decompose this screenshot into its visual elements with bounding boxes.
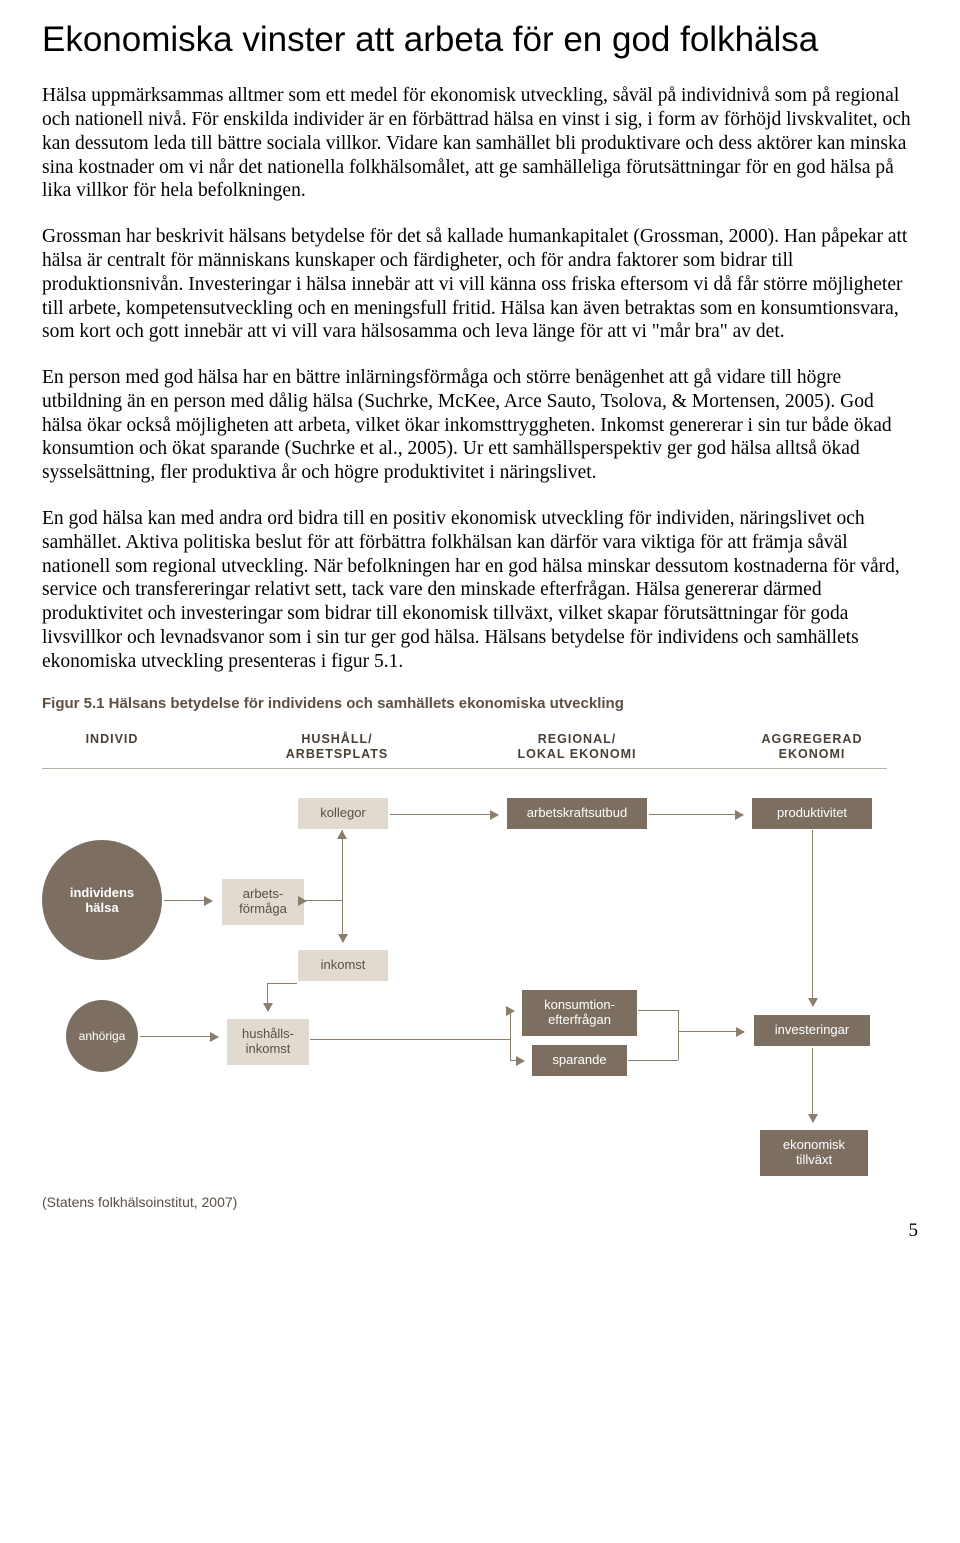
conn-inkomst-left — [267, 983, 297, 984]
arrow-akraft-prod — [649, 814, 743, 815]
node-hushallsinkomst-label: hushålls- inkomst — [242, 1026, 294, 1056]
node-hushallsinkomst: hushålls- inkomst — [227, 1019, 309, 1065]
node-investeringar-label: investeringar — [775, 1022, 849, 1037]
figure-5-1: Figur 5.1 Hälsans betydelse för individe… — [42, 695, 918, 1210]
col-header-aggregerad-1: AGGREGERAD — [762, 732, 863, 746]
node-individens-halsa-label: individens hälsa — [70, 885, 134, 916]
col-header-hushall-2: ARBETSPLATS — [286, 747, 388, 761]
conn-spar-out — [628, 1060, 678, 1061]
arrow-into-invest — [678, 1031, 744, 1032]
document-page: Ekonomiska vinster att arbeta för en god… — [0, 0, 960, 1272]
node-sparande-label: sparande — [552, 1052, 606, 1067]
figure-source: (Statens folkhälsoinstitut, 2007) — [42, 1194, 918, 1210]
arrow-invest-down — [812, 1048, 813, 1122]
node-ekonomisk-tillvaxt-label: ekonomisk tillväxt — [783, 1137, 845, 1167]
diagram: INDIVID HUSHÅLL/ ARBETSPLATS REGIONAL/ L… — [42, 732, 912, 1172]
col-header-hushall: HUSHÅLL/ ARBETSPLATS — [267, 732, 407, 762]
node-konsumtion: konsumtion- efterfrågan — [522, 990, 637, 1036]
paragraph-1: Hälsa uppmärksammas alltmer som ett mede… — [42, 84, 918, 203]
node-inkomst-label: inkomst — [321, 957, 366, 972]
node-arbetsformaga: arbets- förmåga — [222, 879, 304, 925]
arrow-prod-down — [812, 830, 813, 1006]
page-title: Ekonomiska vinster att arbeta för en god… — [42, 20, 918, 60]
node-konsumtion-label: konsumtion- efterfrågan — [544, 997, 615, 1027]
node-anhoriga: anhöriga — [66, 1000, 138, 1072]
arrowhead-kollegor — [337, 830, 347, 839]
node-produktivitet-label: produktivitet — [777, 805, 847, 820]
node-investeringar: investeringar — [754, 1015, 870, 1046]
col-header-aggregerad: AGGREGERAD EKONOMI — [737, 732, 887, 762]
col-header-hushall-1: HUSHÅLL/ — [301, 732, 372, 746]
arrow-inkomst-hush — [267, 983, 268, 1011]
conn-up-kollegor — [342, 830, 343, 900]
arrow-1 — [164, 900, 212, 901]
node-arbetskraftsutbud-label: arbetskraftsutbud — [527, 805, 627, 820]
arrow-into-konsum — [510, 1010, 514, 1011]
col-header-individ: INDIVID — [52, 732, 172, 747]
conn-af-out — [304, 900, 342, 901]
node-inkomst: inkomst — [298, 950, 388, 981]
conn-split-vert — [510, 1010, 511, 1060]
page-number: 5 — [42, 1220, 918, 1242]
col-header-regional-1: REGIONAL/ — [538, 732, 616, 746]
paragraph-4: En god hälsa kan med andra ord bidra til… — [42, 507, 918, 673]
arrow-into-sparande — [510, 1060, 524, 1061]
arrow-kollegor-akraft — [390, 814, 498, 815]
node-individens-halsa: individens hälsa — [42, 840, 162, 960]
figure-caption: Figur 5.1 Hälsans betydelse för individe… — [42, 695, 918, 712]
node-kollegor-label: kollegor — [320, 805, 366, 820]
node-arbetsformaga-label: arbets- förmåga — [239, 886, 287, 916]
node-arbetskraftsutbud: arbetskraftsutbud — [507, 798, 647, 829]
paragraph-2: Grossman har beskrivit hälsans betydelse… — [42, 225, 918, 344]
header-rule — [42, 768, 887, 769]
col-header-regional-2: LOKAL EKONOMI — [517, 747, 636, 761]
paragraph-3: En person med god hälsa har en bättre in… — [42, 366, 918, 485]
col-header-aggregerad-2: EKONOMI — [779, 747, 846, 761]
node-sparande: sparande — [532, 1045, 627, 1076]
node-kollegor: kollegor — [298, 798, 388, 829]
conn-hush-right — [310, 1039, 510, 1040]
node-ekonomisk-tillvaxt: ekonomisk tillväxt — [760, 1130, 868, 1176]
node-anhoriga-label: anhöriga — [79, 1030, 126, 1043]
conn-kons-out — [638, 1010, 678, 1011]
node-produktivitet: produktivitet — [752, 798, 872, 829]
arrow-anhoriga-hush — [140, 1036, 218, 1037]
col-header-regional: REGIONAL/ LOKAL EKONOMI — [497, 732, 657, 762]
conn-merge-vert — [678, 1010, 679, 1060]
arrow-down-inkomst — [342, 900, 343, 942]
